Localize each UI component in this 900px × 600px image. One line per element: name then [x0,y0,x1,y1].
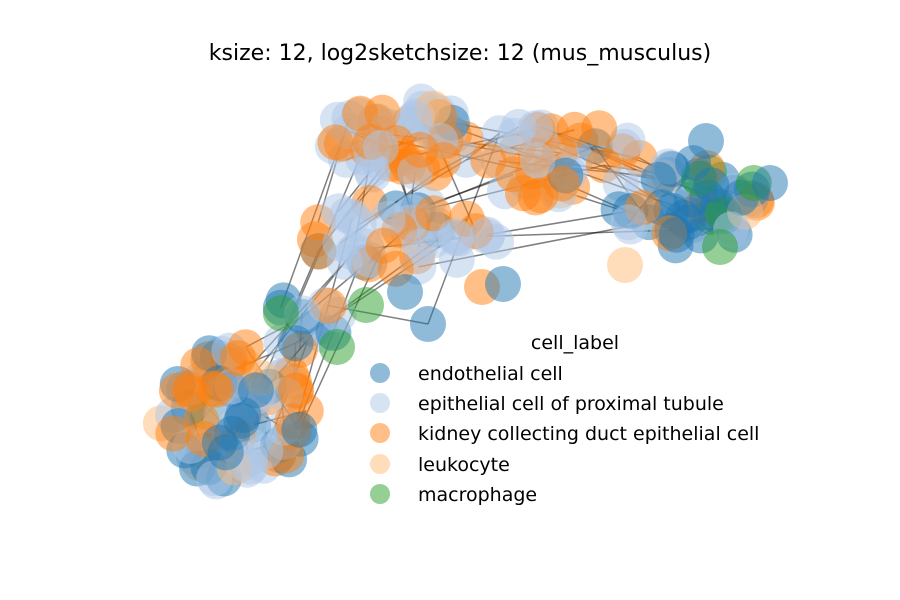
graph-node [470,142,507,179]
graph-node [543,165,580,202]
graph-node [609,122,646,159]
graph-node [437,218,474,255]
graph-node [415,195,452,232]
graph-node [387,274,423,310]
legend-label: epithelial cell of proximal tubule [418,393,724,415]
graph-node [237,372,274,409]
legend-item-macrophage: macrophage [370,484,537,506]
graph-node [693,167,730,204]
graph-node [328,197,365,234]
graph-node [362,129,399,166]
legend-title: cell_label [531,332,619,354]
graph-node [262,295,299,332]
graph-node [278,372,315,409]
graph-node [496,117,533,154]
graph-node [220,340,257,377]
graph-node [155,415,192,452]
legend-item-endothelial-cell: endothelial cell [370,363,563,385]
graph-node [658,216,695,253]
graph-node [607,247,643,283]
graph-node [281,411,318,448]
legend-marker [370,454,390,474]
legend-marker [370,423,390,443]
graph-node [410,306,446,342]
graph-node [688,123,724,159]
graph-node [348,287,384,323]
graph-node [485,266,521,302]
graph-node [277,325,314,362]
graph-node [322,225,359,262]
graph-node [640,161,677,198]
legend-label: endothelial cell [418,363,563,385]
legend-label: leukocyte [418,454,510,476]
graph-node [469,216,506,253]
graph-node [401,229,438,265]
legend-label: kidney collecting duct epithelial cell [418,423,759,445]
graph-node [365,227,402,264]
graph-node [319,329,355,365]
graph-node [581,110,618,147]
legend-item-leukocyte: leukocyte [370,454,510,476]
graph-node [752,165,788,201]
graph-node [207,434,244,471]
graph-node [369,200,406,237]
legend-label: macrophage [418,484,537,506]
chart-title: ksize: 12, log2sketchsize: 12 (mus_muscu… [209,41,711,66]
legend-marker [370,363,390,383]
graph-node [317,124,354,161]
legend-item-kidney-collecting-duct-epithelial-cell: kidney collecting duct epithelial cell [370,423,759,445]
graph-node [364,94,401,131]
legend-item-epithelial-cell-of-proximal-tubule: epithelial cell of proximal tubule [370,393,724,415]
graph-node [505,175,541,212]
legend-marker [370,393,390,413]
legend: cell_label endothelial cell epithelial c… [370,332,759,506]
graph-node [519,142,556,179]
graph-node [174,375,211,412]
graph-node [610,204,647,241]
graph-node [402,131,439,168]
graph-node [702,229,738,265]
legend-marker [370,484,390,504]
graph-nodes [142,83,788,500]
